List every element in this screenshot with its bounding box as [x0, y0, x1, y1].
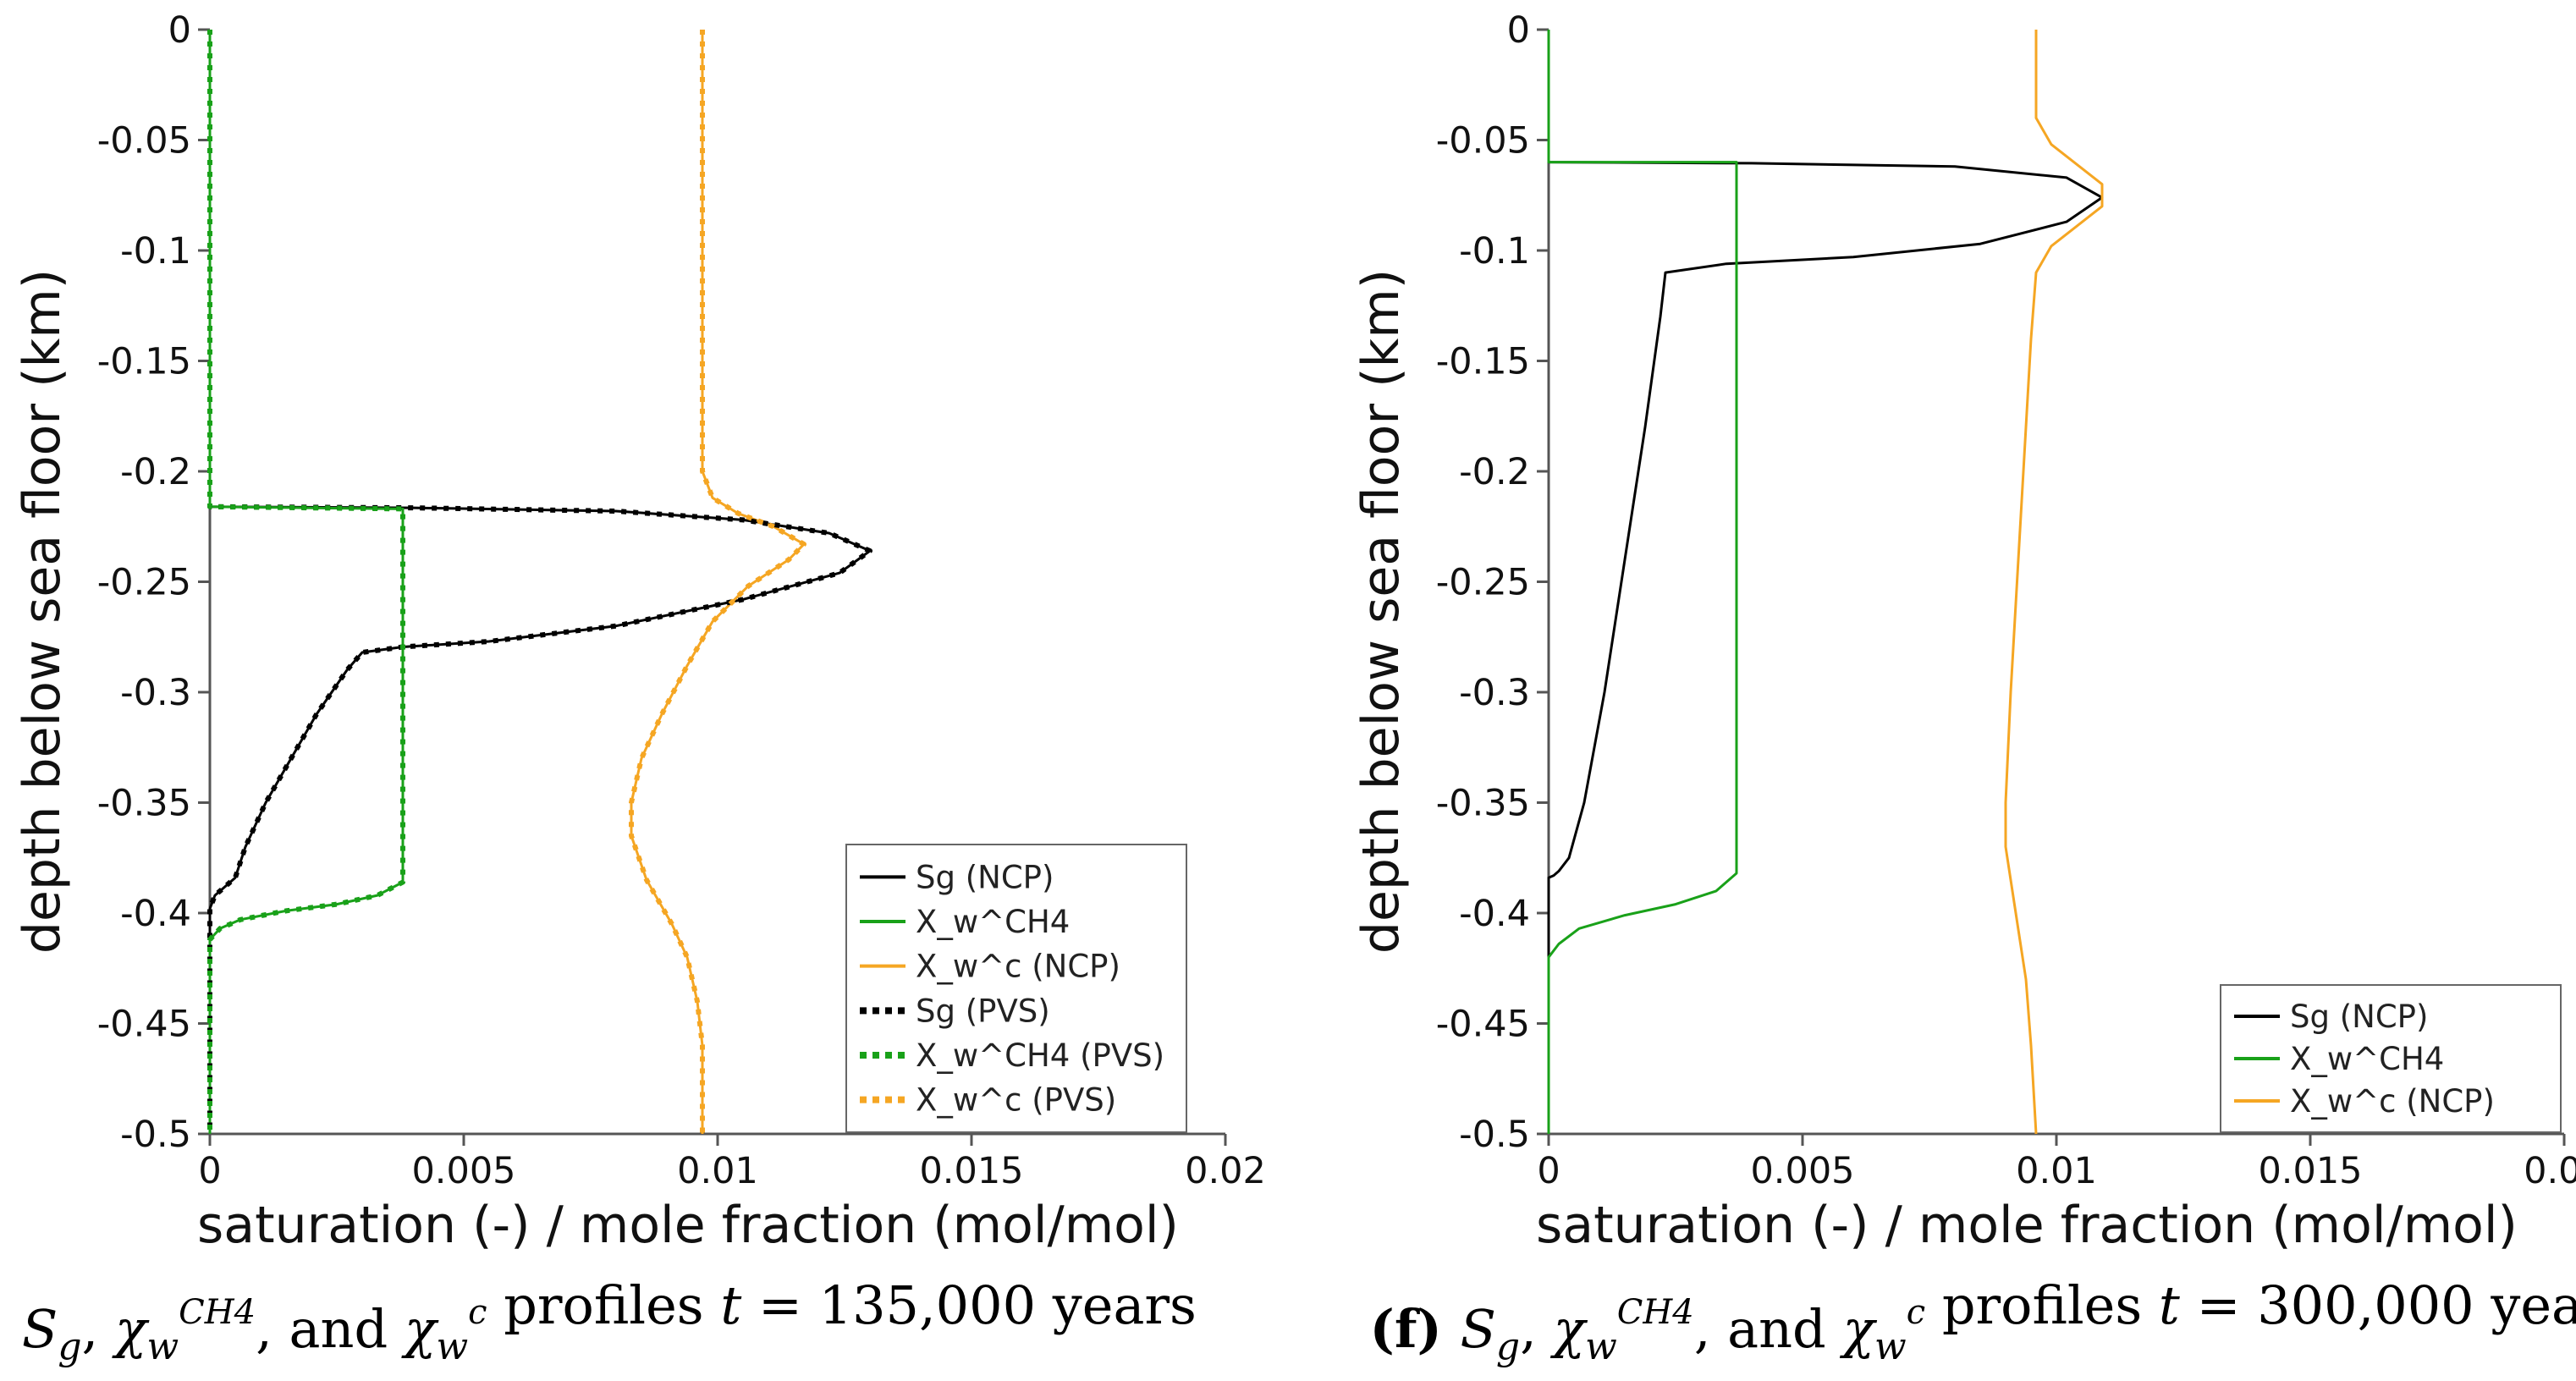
x-tick-label: 0.01: [677, 1150, 758, 1192]
panel-caption: (e) Sg, χwCH4, and χwc profiles t = 135,…: [0, 1274, 1197, 1368]
y-tick-label: -0.05: [97, 120, 191, 162]
y-tick-label: -0.15: [1436, 341, 1530, 383]
y-tick-label: -0.25: [1436, 562, 1530, 604]
series-line-sg-ncp: [208, 30, 872, 1134]
x-tick-label: 0.02: [2524, 1150, 2576, 1192]
legend: Sg (NCP) X_w^CH4 X_w^c (NCP) Sg (PVS) X_w^CH…: [845, 844, 1187, 1133]
x-tick-label: 0.005: [1750, 1150, 1854, 1192]
y-tick-label: -0.45: [97, 1004, 191, 1046]
y-tick-label: -0.3: [120, 672, 191, 714]
legend-label: X_w^CH4 (PVS): [916, 1037, 1164, 1074]
legend-label: Sg (NCP): [2290, 999, 2428, 1035]
y-tick-label: -0.2: [1459, 451, 1530, 493]
legend-label: Sg (NCP): [916, 859, 1054, 895]
series-line-x-w-c-ncp: [2004, 30, 2104, 1135]
x-tick-label: 0.02: [1185, 1150, 1266, 1192]
series-line-sg-ncp: [1547, 30, 2104, 1134]
y-tick-label: 0: [1507, 9, 1530, 52]
legend: Sg (NCP) X_w^CH4 X_w^c (NCP): [2220, 984, 2562, 1133]
legend-label: X_w^CH4: [2290, 1041, 2444, 1077]
x-tick-label: 0.015: [2258, 1150, 2362, 1192]
series-line-x-w-ch4: [208, 30, 405, 1134]
panel-caption: (f) Sg, χwCH4, and χwc profiles t = 300,…: [1370, 1274, 2576, 1368]
y-tick-label: 0: [168, 9, 191, 52]
legend-label: X_w^c (NCP): [2290, 1083, 2495, 1120]
y-tick-label: -0.05: [1436, 120, 1530, 162]
series-line-x-w-c-pvs: [629, 30, 806, 1134]
panel-caption-label: (f): [1370, 1298, 1461, 1360]
y-axis-title: depth below sea floor (km): [1351, 269, 1411, 954]
y-axis-title: depth below sea floor (km): [13, 269, 72, 954]
y-tick-label: -0.5: [1459, 1114, 1530, 1156]
series-line-sg-pvs: [207, 30, 872, 1134]
panel-caption-label: (e): [0, 1298, 22, 1360]
y-tick-label: -0.3: [1459, 672, 1530, 714]
panel-e-chart: 0 -0.05 -0.1 -0.15 -0.2 -0.25 -0.3 -0.35 -0.4 -0.…: [0, 9, 1266, 1368]
y-tick-label: -0.25: [97, 562, 191, 604]
x-tick-label: 0.005: [411, 1150, 515, 1192]
x-axis-title: saturation (-) / mole fraction (mol/mol): [197, 1196, 1179, 1255]
y-tick-label: -0.4: [120, 893, 191, 935]
y-tick-label: -0.2: [120, 451, 191, 493]
y-tick-label: -0.5: [120, 1114, 191, 1156]
x-tick-label: 0.015: [919, 1150, 1023, 1192]
series-line-x-w-ch4: [1547, 30, 1738, 1134]
x-tick-label: 0: [1537, 1150, 1560, 1192]
x-tick-label: 0: [198, 1150, 221, 1192]
legend-label: X_w^CH4: [916, 904, 1070, 940]
y-tick-label: -0.45: [1436, 1004, 1530, 1046]
y-tick-label: -0.1: [120, 230, 191, 272]
legend-label: X_w^c (NCP): [916, 949, 1120, 985]
x-tick-label: 0.01: [2016, 1150, 2097, 1192]
legend-label: X_w^c (PVS): [916, 1082, 1116, 1119]
series-line-x-w-c-ncp: [630, 30, 806, 1134]
legend-label: Sg (PVS): [916, 993, 1050, 1029]
y-tick-label: -0.15: [97, 341, 191, 383]
x-axis-title: saturation (-) / mole fraction (mol/mol): [1536, 1196, 2518, 1255]
legend-box: [845, 844, 1187, 1133]
y-tick-label: -0.35: [97, 783, 191, 825]
series-line-x-w-ch4-pvs: [207, 30, 405, 1134]
y-tick-label: -0.35: [1436, 783, 1530, 825]
y-tick-label: -0.4: [1459, 893, 1530, 935]
y-tick-label: -0.1: [1459, 230, 1530, 272]
panel-f-chart: 0 -0.05 -0.1 -0.15 -0.2 -0.25 -0.3 -0.35 -0.4 -0.…: [1351, 9, 2576, 1368]
